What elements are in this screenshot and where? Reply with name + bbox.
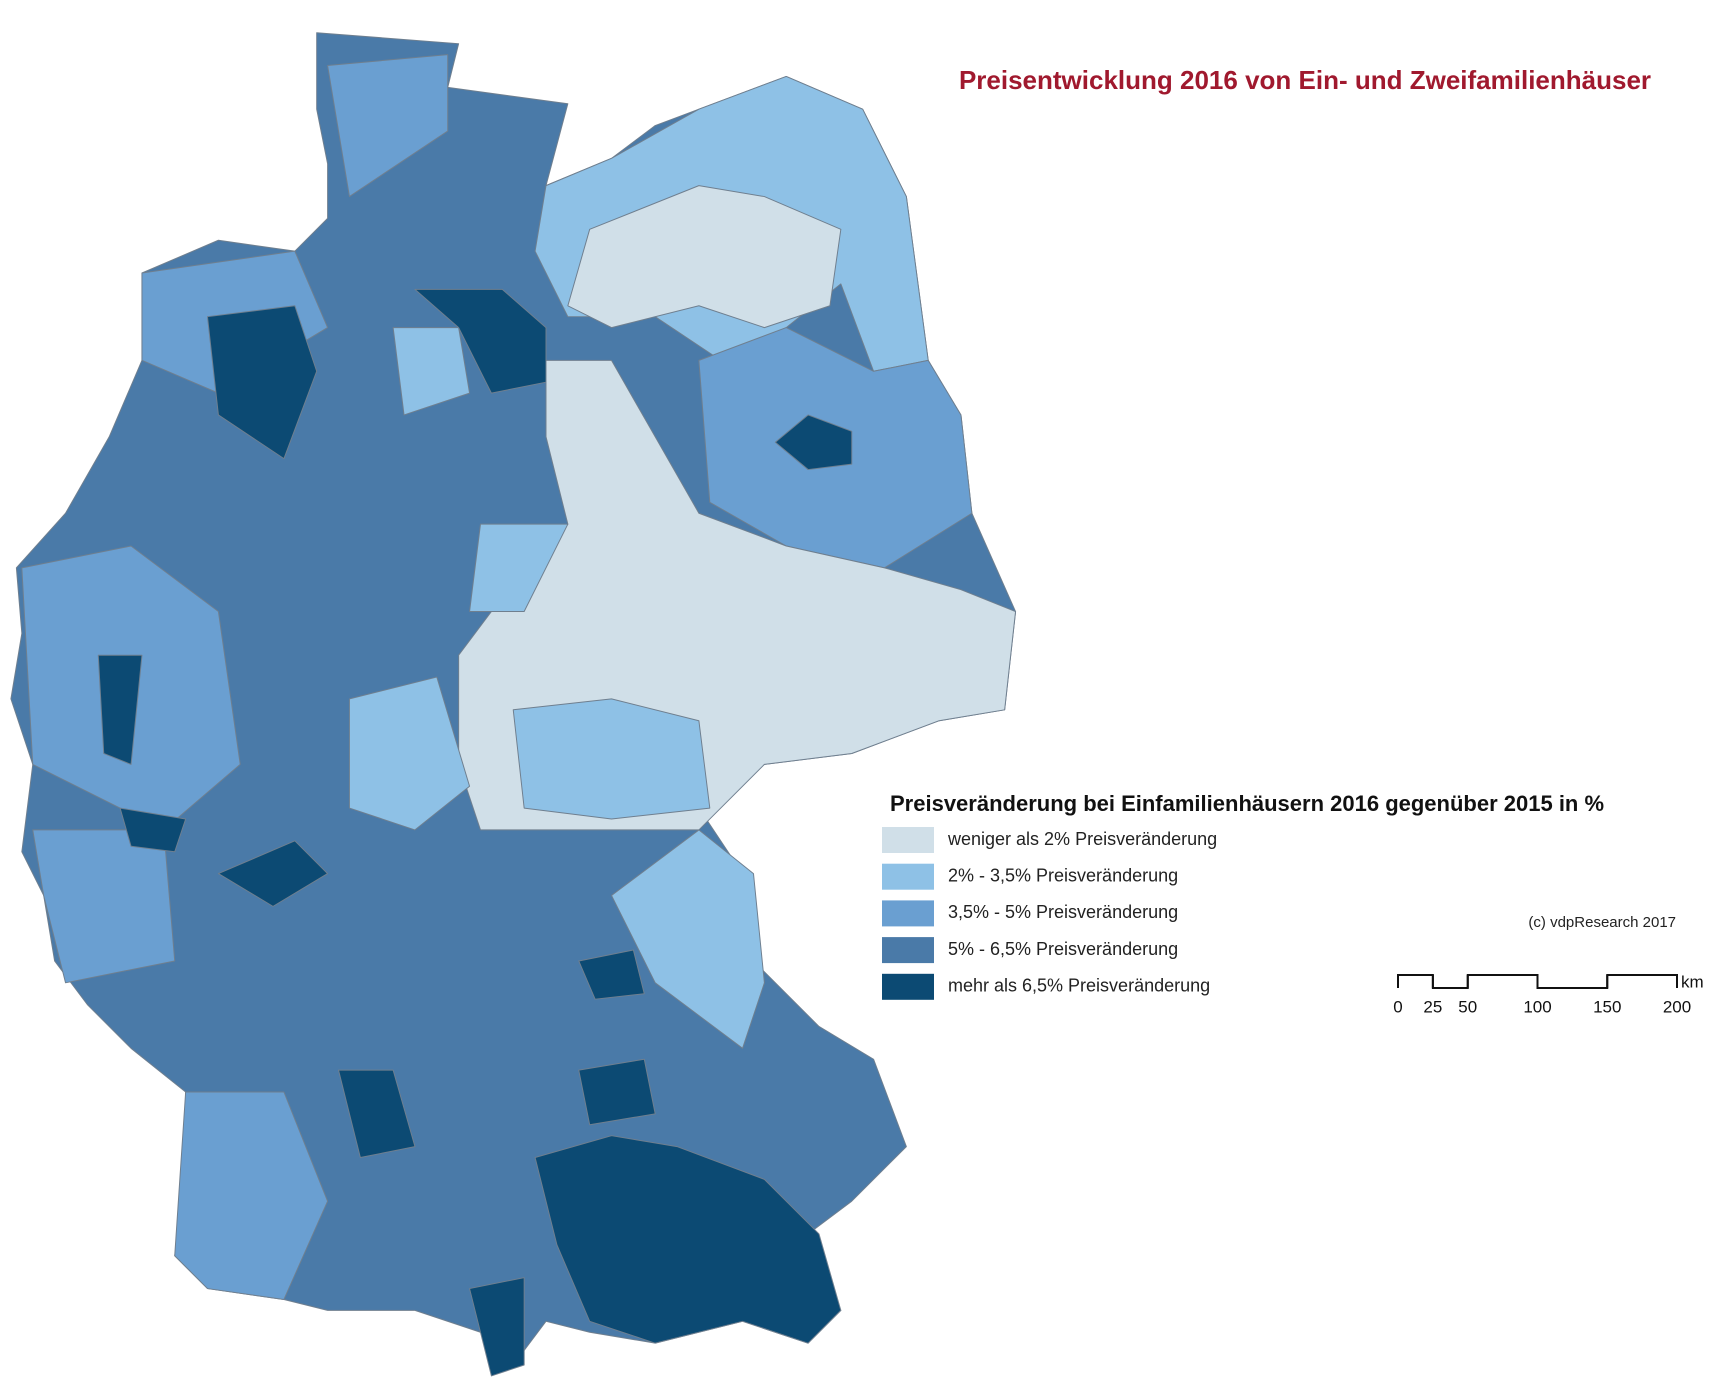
map xyxy=(10,32,1017,1377)
map-region xyxy=(512,698,711,820)
map-region xyxy=(611,829,765,1049)
map-region xyxy=(338,1069,416,1159)
map-region xyxy=(414,288,547,394)
map-region xyxy=(534,1135,842,1344)
map-title: Preisentwicklung 2016 von Ein- und Zweif… xyxy=(959,65,1651,95)
map-region xyxy=(97,654,143,765)
scale-bar-line xyxy=(1397,974,1678,989)
legend-label: 3,5% - 5% Preisveränderung xyxy=(948,902,1178,922)
map-region xyxy=(392,327,471,416)
legend-label: weniger als 2% Preisveränderung xyxy=(947,829,1217,849)
scale-tick-label: 200 xyxy=(1663,997,1691,1016)
scale-tick-label: 25 xyxy=(1423,997,1442,1016)
legend: weniger als 2% Preisveränderung 2% - 3,5%… xyxy=(882,827,1217,1000)
map-region xyxy=(119,807,187,853)
map-region xyxy=(578,1058,656,1126)
legend-swatch xyxy=(882,937,934,964)
scale-tick-label: 0 xyxy=(1393,997,1402,1016)
map-region xyxy=(327,54,449,198)
copyright: (c) vdpResearch 2017 xyxy=(1528,914,1676,931)
legend-title: Preisveränderung bei Einfamilienhäusern … xyxy=(890,791,1604,816)
map-region xyxy=(206,305,318,460)
map-region xyxy=(174,1091,329,1300)
map-region xyxy=(774,414,853,471)
scale-tick-label: 50 xyxy=(1458,997,1477,1016)
legend-label: 5% - 6,5% Preisveränderung xyxy=(948,939,1178,959)
map-region xyxy=(469,1277,525,1377)
legend-label: 2% - 3,5% Preisveränderung xyxy=(948,865,1178,885)
scale-tick-label: 150 xyxy=(1593,997,1621,1016)
legend-swatch xyxy=(882,863,934,890)
legend-swatch xyxy=(882,973,934,1000)
legend-swatch xyxy=(882,827,934,853)
scale-bar: 0 25 50 100 150 200 km xyxy=(1393,972,1703,1016)
legend-swatch xyxy=(882,900,934,927)
map-region xyxy=(217,840,329,907)
legend-label: mehr als 6,5% Preisveränderung xyxy=(948,976,1210,996)
map-region xyxy=(578,949,645,1000)
map-region xyxy=(348,676,471,831)
scale-tick-label: 100 xyxy=(1523,997,1551,1016)
map-region xyxy=(469,523,569,613)
scale-unit: km xyxy=(1681,972,1704,991)
map-region xyxy=(567,185,842,329)
